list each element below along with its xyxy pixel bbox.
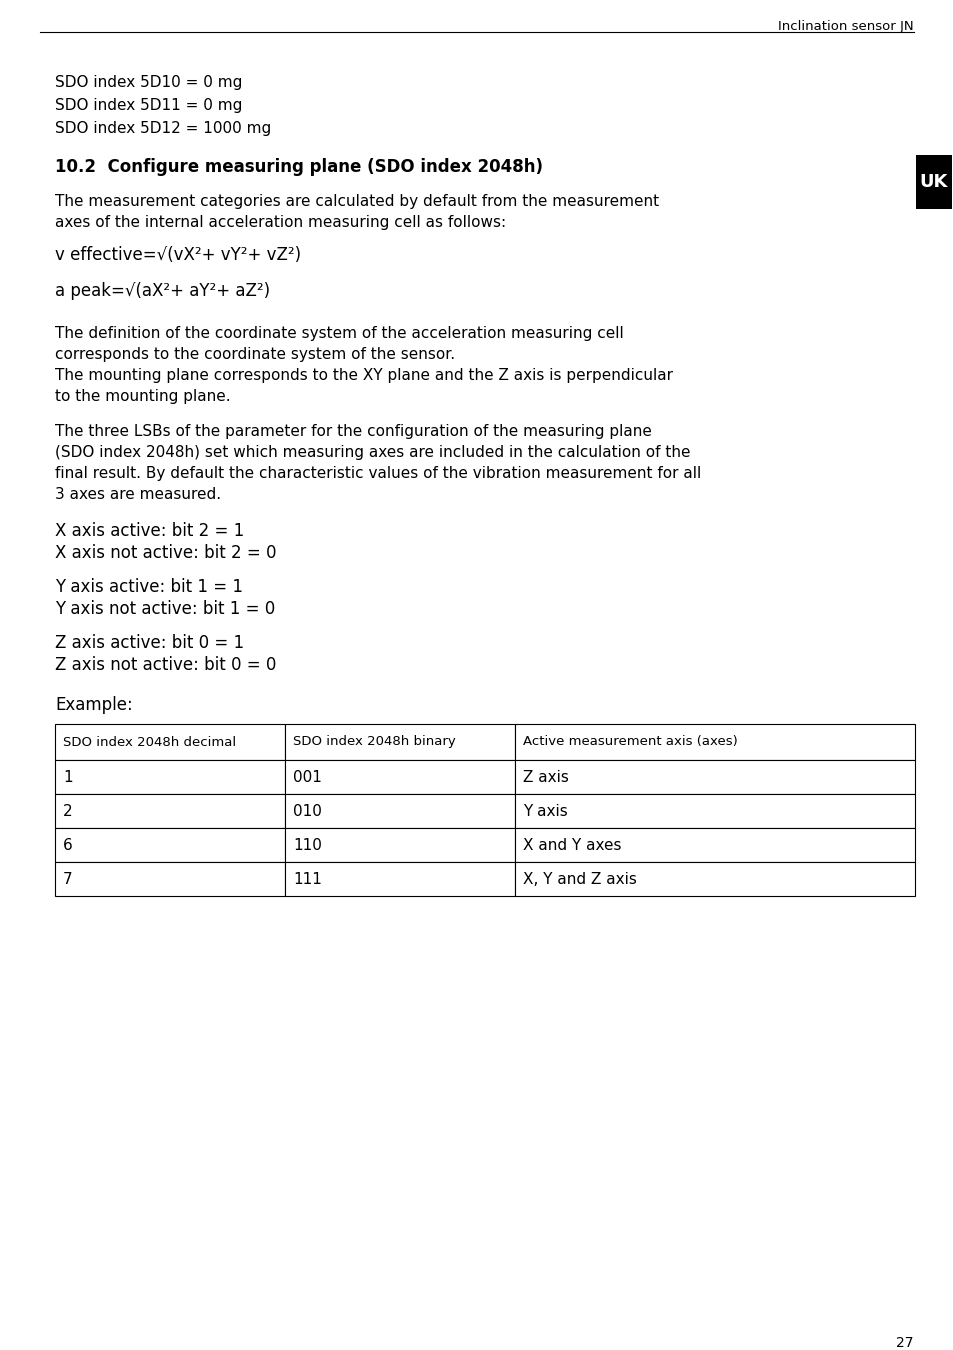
Text: SDO index 2048h binary: SDO index 2048h binary [293,736,456,748]
Text: Z axis active: bit 0 = 1: Z axis active: bit 0 = 1 [55,634,244,652]
Text: SDO index 5D11 = 0 mg: SDO index 5D11 = 0 mg [55,99,242,113]
Text: final result. By default the characteristic values of the vibration measurement : final result. By default the characteris… [55,466,700,481]
Bar [285,863,515,896]
Text: a peak=√(aX²+ aY²+ aZ²): a peak=√(aX²+ aY²+ aZ²) [55,282,270,300]
Bar [285,828,515,863]
Text: 110: 110 [293,837,321,852]
Text: corresponds to the coordinate system of the sensor.: corresponds to the coordinate system of … [55,347,455,362]
Bar [55,794,285,828]
Text: 3 axes are measured.: 3 axes are measured. [55,487,221,502]
Bar [285,724,515,760]
Bar [55,760,285,794]
Text: X axis active: bit 2 = 1: X axis active: bit 2 = 1 [55,522,244,540]
Text: X, Y and Z axis: X, Y and Z axis [522,872,637,887]
Text: v effective=√(vX²+ vY²+ vZ²): v effective=√(vX²+ vY²+ vZ²) [55,246,301,265]
Text: UK: UK [919,173,947,190]
Text: 2: 2 [63,803,72,818]
Bar [55,828,285,863]
Text: The measurement categories are calculated by default from the measurement: The measurement categories are calculate… [55,194,659,209]
Bar [515,828,914,863]
Text: (SDO index 2048h) set which measuring axes are included in the calculation of th: (SDO index 2048h) set which measuring ax… [55,446,690,460]
Text: 111: 111 [293,872,321,887]
Bar [515,794,914,828]
Text: Z axis: Z axis [522,769,568,784]
Text: Example:: Example: [55,697,132,714]
Text: SDO index 2048h decimal: SDO index 2048h decimal [63,736,236,748]
Text: 1: 1 [63,769,72,784]
Text: 7: 7 [63,872,72,887]
Text: The three LSBs of the parameter for the configuration of the measuring plane: The three LSBs of the parameter for the … [55,424,651,439]
Bar [285,760,515,794]
Bar [515,724,914,760]
Text: Y axis not active: bit 1 = 0: Y axis not active: bit 1 = 0 [55,599,275,618]
Text: SDO index 5D10 = 0 mg: SDO index 5D10 = 0 mg [55,76,242,90]
Text: Y axis active: bit 1 = 1: Y axis active: bit 1 = 1 [55,578,243,595]
Text: SDO index 5D12 = 1000 mg: SDO index 5D12 = 1000 mg [55,122,271,136]
Text: The mounting plane corresponds to the XY plane and the Z axis is perpendicular: The mounting plane corresponds to the XY… [55,369,672,383]
Text: X and Y axes: X and Y axes [522,837,620,852]
Text: to the mounting plane.: to the mounting plane. [55,389,231,404]
Bar [515,863,914,896]
Bar [515,760,914,794]
Text: X axis not active: bit 2 = 0: X axis not active: bit 2 = 0 [55,544,276,562]
Bar [55,863,285,896]
Text: 010: 010 [293,803,321,818]
Bar [285,794,515,828]
Text: 001: 001 [293,769,321,784]
Bar [55,724,285,760]
Text: 6: 6 [63,837,72,852]
Text: Z axis not active: bit 0 = 0: Z axis not active: bit 0 = 0 [55,656,276,674]
Text: 10.2  Configure measuring plane (SDO index 2048h): 10.2 Configure measuring plane (SDO inde… [55,158,542,176]
Bar [915,155,951,209]
Text: Y axis: Y axis [522,803,567,818]
Text: Inclination sensor JN: Inclination sensor JN [778,20,913,32]
Text: Active measurement axis (axes): Active measurement axis (axes) [522,736,737,748]
Text: 27: 27 [896,1336,913,1350]
Text: axes of the internal acceleration measuring cell as follows:: axes of the internal acceleration measur… [55,215,506,230]
Text: The definition of the coordinate system of the acceleration measuring cell: The definition of the coordinate system … [55,325,623,342]
